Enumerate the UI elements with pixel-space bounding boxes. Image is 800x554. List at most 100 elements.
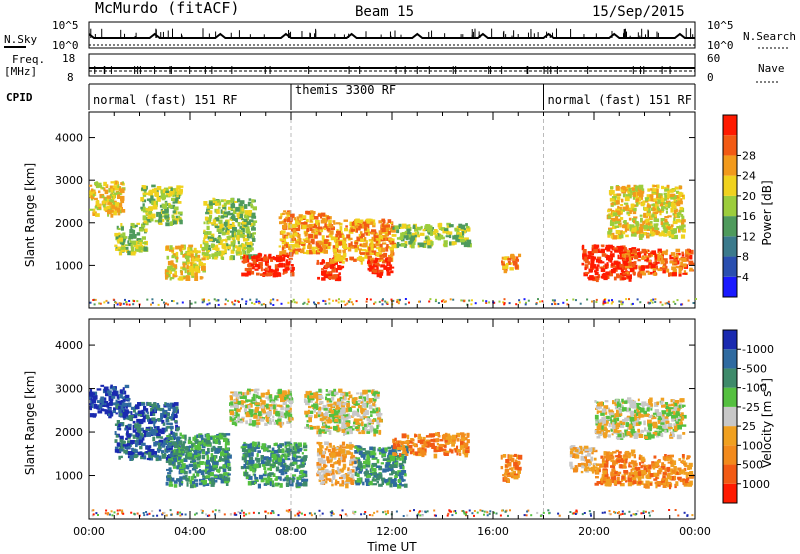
data-cell: [170, 260, 174, 266]
data-cell: [263, 447, 269, 451]
data-cell: [396, 229, 400, 234]
noise-cell: [280, 302, 283, 305]
data-cell: [647, 222, 651, 226]
data-cell: [361, 430, 366, 435]
data-cell: [652, 206, 657, 212]
data-cell: [238, 244, 242, 248]
data-cell: [147, 214, 153, 217]
data-cell: [373, 269, 378, 273]
data-cell: [178, 451, 183, 455]
data-cell: [405, 235, 409, 241]
noise-cell: [328, 302, 331, 305]
data-cell: [95, 181, 99, 185]
data-cell: [138, 419, 144, 424]
data-cell: [216, 448, 221, 454]
data-cell: [231, 417, 236, 420]
noise-cell: [324, 300, 327, 303]
noise-cell: [89, 301, 92, 304]
data-cell: [120, 226, 124, 231]
data-cell: [325, 471, 328, 477]
data-cell: [616, 218, 622, 223]
data-cell: [401, 232, 406, 237]
data-cell: [458, 228, 462, 231]
data-cell: [112, 386, 116, 391]
data-cell: [117, 423, 121, 427]
data-cell: [115, 404, 119, 409]
data-cell: [163, 414, 167, 418]
data-cell: [380, 264, 386, 268]
data-cell: [182, 253, 187, 258]
data-cell: [267, 472, 270, 477]
data-cell: [304, 394, 308, 398]
noise-cell: [302, 302, 305, 305]
data-cell: [620, 204, 624, 207]
data-cell: [663, 228, 668, 234]
data-cell: [667, 190, 670, 195]
data-cell: [642, 220, 645, 225]
data-cell: [171, 214, 175, 219]
data-cell: [353, 418, 357, 422]
data-cell: [597, 250, 601, 253]
data-cell: [501, 260, 504, 264]
data-cell: [337, 409, 340, 414]
data-cell: [632, 249, 637, 254]
data-cell: [644, 255, 649, 259]
data-cell: [364, 253, 368, 259]
data-cell: [614, 268, 618, 272]
data-cell: [330, 397, 335, 401]
data-cell: [235, 413, 240, 419]
data-cell: [277, 457, 282, 463]
data-cell: [351, 405, 356, 408]
data-cell: [222, 227, 225, 231]
data-cell: [605, 264, 608, 270]
data-cell: [283, 412, 288, 416]
data-cell: [688, 252, 691, 256]
data-cell: [333, 254, 337, 259]
data-cell: [400, 226, 404, 229]
data-cell: [132, 420, 136, 424]
data-cell: [171, 197, 175, 201]
nsky-label: N.Sky: [4, 33, 37, 46]
data-cell: [309, 395, 314, 399]
data-cell: [680, 234, 686, 239]
noise-cell: [386, 301, 389, 304]
data-cell: [156, 426, 160, 431]
data-cell: [233, 230, 238, 233]
data-cell: [621, 191, 627, 194]
data-cell: [622, 258, 627, 261]
data-cell: [230, 197, 234, 202]
data-cell: [681, 215, 685, 221]
data-cell: [165, 449, 171, 453]
data-cell: [317, 226, 323, 230]
data-cell: [210, 234, 213, 237]
data-cell: [226, 464, 230, 469]
data-cell: [130, 439, 135, 445]
data-cell: [143, 206, 146, 210]
data-cell: [363, 242, 368, 247]
data-cell: [300, 241, 305, 244]
data-cell: [285, 410, 290, 414]
data-cell: [235, 206, 240, 212]
data-cell: [324, 223, 327, 229]
noise-cell: [217, 303, 220, 306]
data-cell: [279, 411, 284, 416]
data-cell: [372, 403, 376, 407]
data-cell: [325, 262, 331, 267]
data-cell: [109, 185, 115, 191]
data-cell: [127, 440, 132, 445]
data-cell: [292, 249, 295, 254]
data-cell: [254, 457, 258, 461]
data-cell: [170, 461, 174, 465]
data-cell: [311, 239, 315, 245]
data-cell: [198, 441, 203, 445]
noise-cell: [381, 303, 384, 306]
data-cell: [272, 473, 276, 477]
data-cell: [121, 408, 126, 413]
data-cell: [140, 442, 146, 446]
data-cell: [189, 484, 194, 489]
data-cell: [360, 408, 364, 413]
data-cell: [359, 416, 364, 420]
data-cell: [389, 264, 393, 269]
nsky-line: [88, 32, 695, 39]
data-cell: [318, 248, 322, 252]
